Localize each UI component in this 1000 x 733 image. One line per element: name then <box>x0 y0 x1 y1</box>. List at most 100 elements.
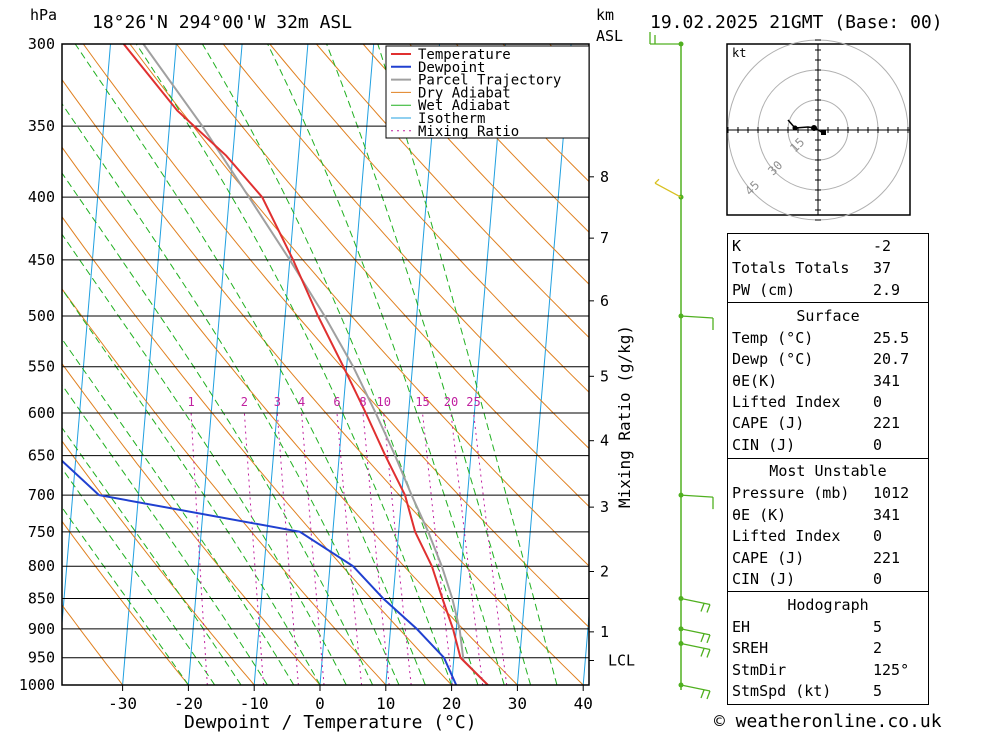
index-value: 2.9 <box>873 281 901 299</box>
index-key: CAPE (J) <box>732 549 805 567</box>
isotherm-line <box>516 44 572 685</box>
wet-adiabat-line <box>326 44 532 685</box>
mixing-ratio-label: 25 <box>466 395 480 409</box>
index-value: 5 <box>873 682 883 700</box>
pressure-tick-label: 750 <box>28 523 55 541</box>
dry-adiabat-line <box>409 44 589 233</box>
index-value: 0 <box>873 570 883 588</box>
x-axis-label: Dewpoint / Temperature (°C) <box>184 712 477 733</box>
location-title: 18°26'N 294°00'W 32m ASL <box>92 12 352 33</box>
wet-adiabat-line <box>267 44 505 685</box>
surface-title: Surface <box>796 307 860 325</box>
isotherm-line <box>319 44 375 685</box>
mixing-ratio-label: 8 <box>359 395 366 409</box>
temperature-series-line <box>122 44 489 685</box>
height-unit-sub-label: ASL <box>596 27 623 45</box>
index-key: K <box>732 237 742 255</box>
pressure-tick-label: 500 <box>28 307 55 325</box>
credit-text: © weatheronline.co.uk <box>714 711 942 732</box>
index-key: θE (K) <box>732 506 787 524</box>
temperature-tick-label: 40 <box>574 694 593 713</box>
index-key: PW (cm) <box>732 281 796 299</box>
index-key: CAPE (J) <box>732 414 805 432</box>
index-value: 221 <box>873 549 901 567</box>
index-key: EH <box>732 618 751 636</box>
wind-barb <box>680 494 714 510</box>
wet-adiabat-line <box>74 44 426 685</box>
legend-label: Wet Adiabat <box>418 98 511 114</box>
temperature-tick-label: 10 <box>376 694 395 713</box>
index-value: 2 <box>873 639 883 657</box>
mixing-ratio-label: 15 <box>415 395 429 409</box>
dry-adiabat-line <box>269 44 589 393</box>
hodograph-indices-table: Hodograph EH 5 SREH 2 StmDir 125° StmSpd (k… <box>727 591 929 705</box>
dry-adiabat-line <box>62 520 189 685</box>
legend-label: Dewpoint <box>418 60 485 76</box>
wet-adiabat-line <box>62 467 216 685</box>
index-key: Temp (°C) <box>732 329 814 347</box>
temperature-tick-label: 30 <box>508 694 527 713</box>
temperature-tick-label: 20 <box>442 694 461 713</box>
wet-adiabat-line <box>62 172 374 685</box>
index-key: Dewp (°C) <box>732 350 814 368</box>
dry-adiabat-line <box>362 44 589 285</box>
isotherm-line <box>122 44 177 685</box>
isotherm-line <box>649 44 703 685</box>
height-tick-label: 6 <box>600 292 609 310</box>
pressure-tick-label: 1000 <box>19 676 55 694</box>
wind-barb <box>680 642 711 658</box>
pressure-tick-label: 350 <box>28 117 55 135</box>
height-tick-label: 8 <box>600 168 609 186</box>
mixing-ratio-label: 3 <box>274 395 281 409</box>
mixing-ratio-label: 2 <box>241 395 248 409</box>
index-value: 0 <box>873 527 883 545</box>
pressure-tick-label: 700 <box>28 486 55 504</box>
mixing-ratio-line <box>336 412 363 685</box>
index-key: CIN (J) <box>732 570 796 588</box>
index-key: SREH <box>732 639 769 657</box>
temperature-tick-label: 0 <box>315 694 325 713</box>
hodograph-trace <box>787 119 824 134</box>
legend-label: Temperature <box>418 47 511 63</box>
height-tick-label: 1 <box>600 623 609 641</box>
dry-adiabat-line <box>62 604 123 685</box>
index-key: θE(K) <box>732 372 778 390</box>
dewpoint-series-line <box>62 459 458 685</box>
hodograph-point <box>792 125 798 131</box>
legend-label: Isotherm <box>418 111 485 127</box>
index-value: 0 <box>873 393 883 411</box>
index-value: 1012 <box>873 484 910 502</box>
temperature-tick-label: -10 <box>240 694 269 713</box>
height-tick-label: 2 <box>600 562 609 580</box>
temperature-tick-label: -30 <box>108 694 137 713</box>
plot-frame <box>61 43 590 686</box>
wind-barb <box>680 597 711 613</box>
mixing-ratio-line <box>383 412 412 685</box>
pressure-unit-label: hPa <box>30 6 57 24</box>
mixing-ratio-label: 6 <box>333 395 340 409</box>
temperature-tick-label: -20 <box>174 694 203 713</box>
index-key: Lifted Index <box>732 393 841 411</box>
index-key: StmSpd (kt) <box>732 682 832 700</box>
storm-motion-marker <box>821 130 826 135</box>
dry-adiabat-line <box>222 44 589 450</box>
index-value: 341 <box>873 506 901 524</box>
index-key: Pressure (mb) <box>732 484 850 502</box>
general-indices-table: K -2 Totals Totals 37 PW (cm) 2.9 <box>727 233 929 304</box>
index-key: CIN (J) <box>732 436 796 454</box>
legend-label: Parcel Trajectory <box>418 73 561 89</box>
wind-barb <box>680 628 711 644</box>
mixing-ratio-line <box>190 412 208 685</box>
index-value: 5 <box>873 618 883 636</box>
legend-label: Dry Adiabat <box>418 85 511 101</box>
mixing-ratio-label: 1 <box>187 395 194 409</box>
mixing-ratio-label: 4 <box>298 395 305 409</box>
height-tick-label: 3 <box>600 498 609 516</box>
index-value: 25.5 <box>873 329 910 347</box>
index-value: 37 <box>873 259 892 277</box>
pressure-tick-label: 650 <box>28 447 55 465</box>
surface-indices-table: Surface Temp (°C) 25.5 Dewp (°C) 20.7 θE(K… <box>727 302 929 460</box>
wet-adiabat-line <box>62 338 295 685</box>
